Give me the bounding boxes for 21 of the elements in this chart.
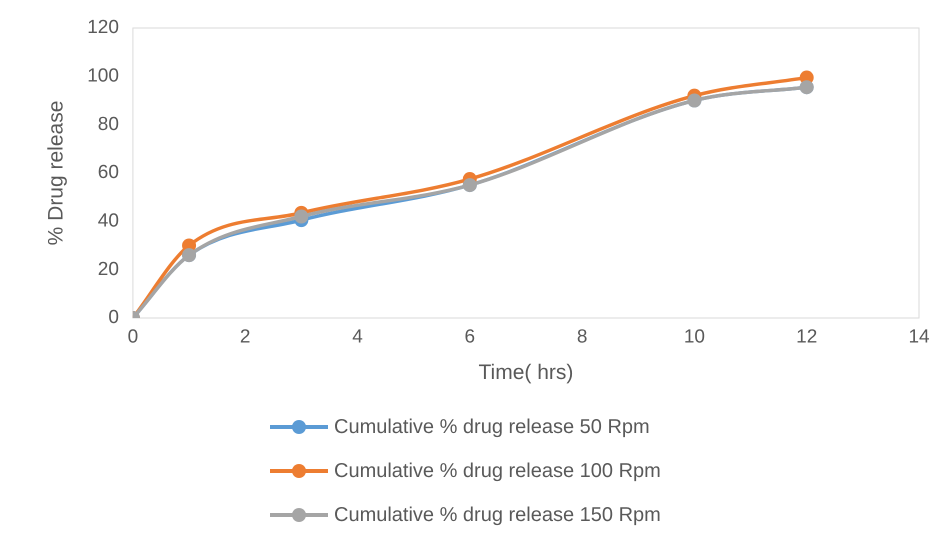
point xyxy=(294,210,308,224)
y-tick-label: 40 xyxy=(98,210,119,232)
y-tick-label: 0 xyxy=(108,307,119,328)
y-tick-label: 100 xyxy=(87,66,119,87)
y-tick-label: 80 xyxy=(98,114,119,135)
y-tick-label: 120 xyxy=(87,17,119,38)
y-tick-label: 20 xyxy=(98,258,119,280)
legend-label: Cumulative % drug release 150 Rpm xyxy=(334,504,661,526)
y-tick-label: 60 xyxy=(98,162,119,184)
x-tick-label: 14 xyxy=(908,326,930,348)
x-axis-title: Time( hrs) xyxy=(478,361,574,384)
x-tick-label: 6 xyxy=(464,326,476,348)
x-tick-label: 0 xyxy=(128,326,138,348)
legend-label: Cumulative % drug release 100 Rpm xyxy=(334,460,661,482)
y-axis-title: % Drug release xyxy=(44,100,68,246)
x-tick-label: 4 xyxy=(352,326,364,348)
legend-label: Cumulative % drug release 50 Rpm xyxy=(334,416,650,438)
x-tick-label: 10 xyxy=(684,326,705,348)
x-tick-label: 8 xyxy=(576,326,588,348)
x-tick-label: 2 xyxy=(240,326,250,348)
x-tick-label: 12 xyxy=(796,326,818,348)
